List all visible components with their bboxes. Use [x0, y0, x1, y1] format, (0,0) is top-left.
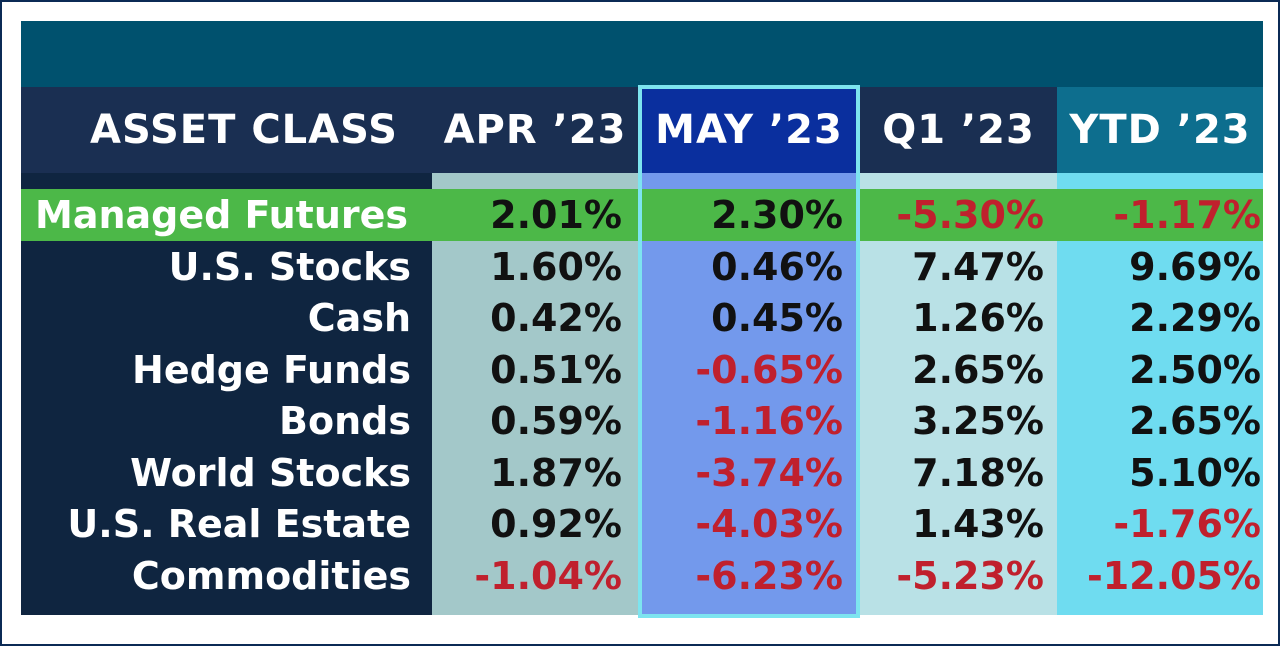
may-value: -1.16%: [695, 399, 843, 443]
header-q1: Q1 ’23: [860, 87, 1057, 173]
frame: ASSET CLASS APR ’23 MAY ’23 Q1 ’23 YTD ’23 M…: [0, 0, 1280, 646]
apr-value: 1.60%: [490, 245, 622, 289]
header-ytd: YTD ’23: [1057, 87, 1263, 173]
may-value: -0.65%: [695, 348, 843, 392]
q1-value: -5.23%: [896, 554, 1044, 598]
apr-value: 0.92%: [490, 502, 622, 546]
q1-value: 2.65%: [912, 348, 1044, 392]
ytd-value: -1.17%: [1113, 193, 1261, 237]
apr-value: 0.51%: [490, 348, 622, 392]
q1-value: 1.26%: [912, 296, 1044, 340]
may-value: -4.03%: [695, 502, 843, 546]
ytd-column-background: [1057, 173, 1263, 615]
ytd-value: 2.65%: [1129, 399, 1261, 443]
top-band: [21, 21, 1263, 87]
apr-column-background: [432, 173, 638, 615]
returns-table: ASSET CLASS APR ’23 MAY ’23 Q1 ’23 YTD ’23 M…: [21, 21, 1263, 615]
ytd-value: 9.69%: [1129, 245, 1261, 289]
row-label: Managed Futures: [35, 193, 409, 237]
row-label: Cash: [307, 296, 411, 340]
may-value: 2.30%: [711, 193, 843, 237]
apr-value: 0.42%: [490, 296, 622, 340]
row-label: Bonds: [279, 399, 411, 443]
header-may: MAY ’23: [642, 87, 856, 173]
q1-value: 1.43%: [912, 502, 1044, 546]
ytd-value: -12.05%: [1086, 554, 1261, 598]
may-value: -6.23%: [695, 554, 843, 598]
apr-value: 0.59%: [490, 399, 622, 443]
ytd-value: 2.29%: [1129, 296, 1261, 340]
may-value: 0.46%: [711, 245, 843, 289]
may-column-background: [642, 173, 856, 615]
ytd-value: -1.76%: [1113, 502, 1261, 546]
q1-value: 7.18%: [912, 451, 1044, 495]
q1-value: 3.25%: [912, 399, 1044, 443]
header-asset: ASSET CLASS: [21, 87, 432, 173]
may-value: 0.45%: [711, 296, 843, 340]
apr-value: 1.87%: [490, 451, 622, 495]
apr-value: 2.01%: [490, 193, 622, 237]
apr-value: -1.04%: [474, 554, 622, 598]
row-label: U.S. Real Estate: [67, 502, 411, 546]
q1-column-background: [860, 173, 1057, 615]
row-label: Commodities: [131, 554, 411, 598]
q1-value: 7.47%: [912, 245, 1044, 289]
ytd-value: 5.10%: [1129, 451, 1261, 495]
managed-futures-highlight-row: [21, 189, 1263, 241]
may-value: -3.74%: [695, 451, 843, 495]
q1-value: -5.30%: [896, 193, 1044, 237]
row-label: Hedge Funds: [132, 348, 411, 392]
ytd-value: 2.50%: [1129, 348, 1261, 392]
header-apr: APR ’23: [432, 87, 638, 173]
row-label: World Stocks: [130, 451, 411, 495]
row-label: U.S. Stocks: [168, 245, 411, 289]
